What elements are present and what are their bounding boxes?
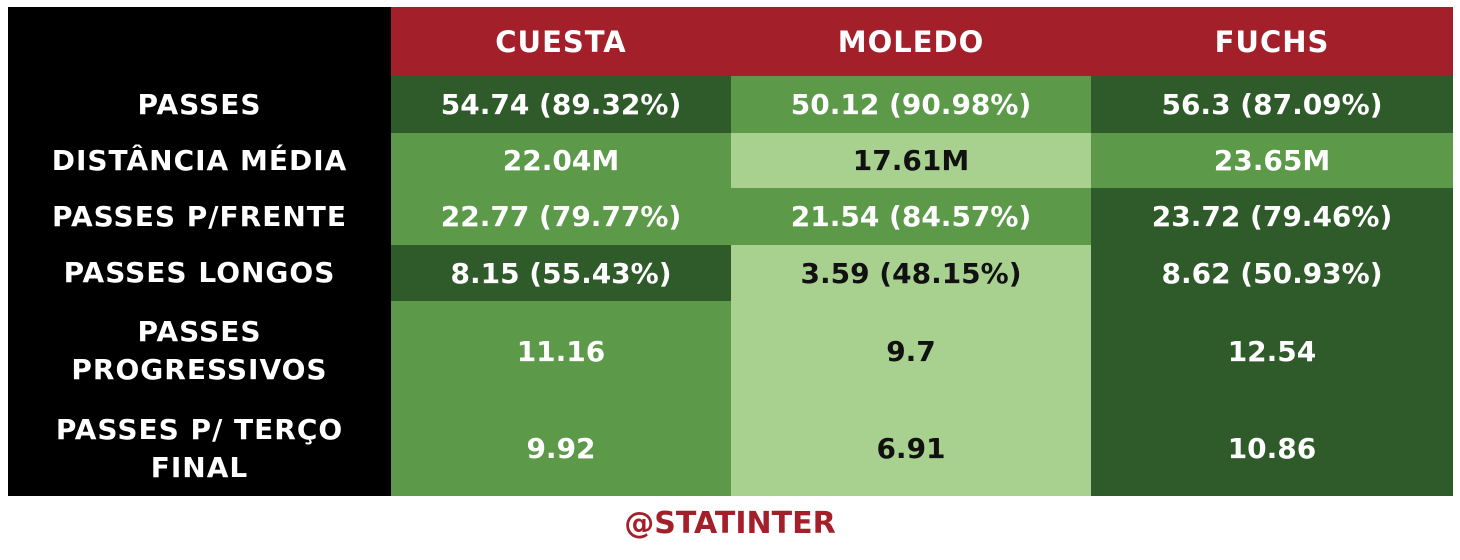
data-cell-cuesta: 22.04M xyxy=(391,133,731,188)
data-cell-moledo: 9.7 xyxy=(731,301,1091,401)
data-cell-fuchs: 23.72 (79.46%) xyxy=(1091,188,1453,245)
column-header-moledo: MOLEDO xyxy=(731,7,1091,76)
data-cell-moledo: 21.54 (84.57%) xyxy=(731,188,1091,245)
watermark: @STATINTER xyxy=(624,506,836,541)
data-cell-moledo: 50.12 (90.98%) xyxy=(731,76,1091,133)
row-label: PASSES P/ TERÇO FINAL xyxy=(8,401,391,496)
data-cell-fuchs: 10.86 xyxy=(1091,401,1453,496)
data-cell-cuesta: 8.15 (55.43%) xyxy=(391,245,731,301)
data-cell-cuesta: 54.74 (89.32%) xyxy=(391,76,731,133)
column-header-fuchs: FUCHS xyxy=(1091,7,1453,76)
data-cell-cuesta: 9.92 xyxy=(391,401,731,496)
data-cell-cuesta: 11.16 xyxy=(391,301,731,401)
data-cell-fuchs: 23.65M xyxy=(1091,133,1453,188)
data-cell-moledo: 17.61M xyxy=(731,133,1091,188)
row-label: PASSES LONGOS xyxy=(8,245,391,301)
row-label: PASSES PROGRESSIVOS xyxy=(8,301,391,401)
row-label: DISTÂNCIA MÉDIA xyxy=(8,133,391,188)
column-header-cuesta: CUESTA xyxy=(391,7,731,76)
data-cell-fuchs: 56.3 (87.09%) xyxy=(1091,76,1453,133)
row-label: PASSES xyxy=(8,76,391,133)
data-cell-moledo: 6.91 xyxy=(731,401,1091,496)
data-cell-moledo: 3.59 (48.15%) xyxy=(731,245,1091,301)
data-cell-fuchs: 12.54 xyxy=(1091,301,1453,401)
data-cell-cuesta: 22.77 (79.77%) xyxy=(391,188,731,245)
stat-table: CUESTA MOLEDO FUCHS PASSES 54.74 (89.32%) 50.… xyxy=(8,7,1453,496)
table-corner xyxy=(8,7,391,76)
row-label: PASSES P/FRENTE xyxy=(8,188,391,245)
data-cell-fuchs: 8.62 (50.93%) xyxy=(1091,245,1453,301)
